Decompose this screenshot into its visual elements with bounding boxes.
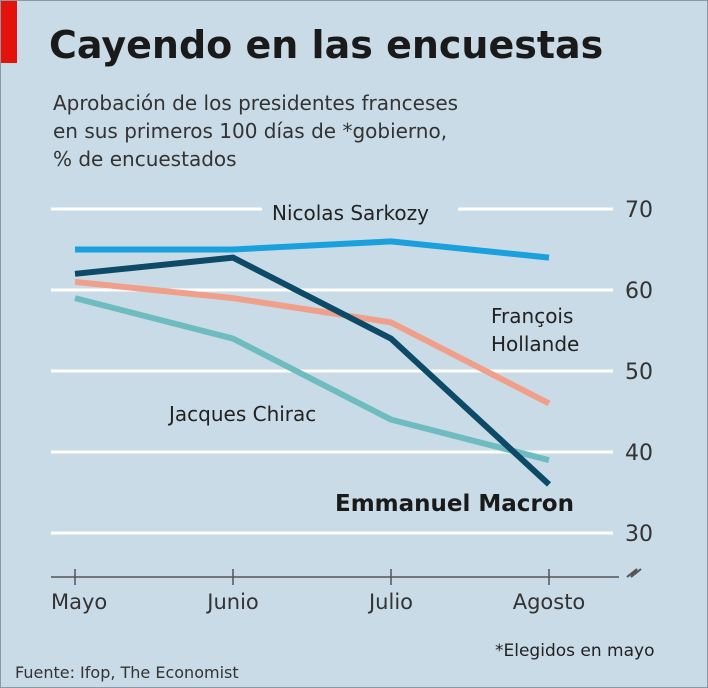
series-line-jacques-chirac xyxy=(74,295,550,464)
y-tick-label: 60 xyxy=(625,279,653,304)
series-label: Emmanuel Macron xyxy=(335,491,574,517)
subtitle-line: Aprobación de los presidentes franceses xyxy=(53,91,459,115)
brand-red-tag xyxy=(1,1,17,63)
footnote: *Elegidos en mayo xyxy=(495,641,655,661)
subtitle-line: en sus primeros 100 días de *gobierno, xyxy=(53,119,448,143)
y-tick-label: 30 xyxy=(625,522,653,547)
x-tick-label: Julio xyxy=(367,590,413,614)
series-label: Hollande xyxy=(491,332,579,356)
series-label-background xyxy=(262,198,458,228)
series-label: François xyxy=(491,304,573,328)
y-tick-label: 70 xyxy=(625,198,653,223)
chart-subtitle: Aprobación de los presidentes franceses … xyxy=(53,89,573,173)
series-line-francois-hollande xyxy=(74,278,551,407)
chart-title: Cayendo en las encuestas xyxy=(49,23,604,67)
x-axis: Mayo Junio Julio Agosto xyxy=(51,568,642,614)
x-tick-label: Agosto xyxy=(513,590,586,614)
y-tick-label: 50 xyxy=(625,360,653,385)
subtitle-line: % de encuestados xyxy=(53,147,237,171)
series-line-nicolas-sarkozy xyxy=(75,238,550,261)
x-tick-label: Junio xyxy=(205,590,259,614)
y-tick-label: 40 xyxy=(625,441,653,466)
series-layer xyxy=(74,238,552,487)
source-note: Fuente: Ifop, The Economist xyxy=(15,663,239,682)
series-label: Jacques Chirac xyxy=(167,402,316,426)
x-tick-label: Mayo xyxy=(51,590,107,614)
axis-break-mark xyxy=(626,568,642,578)
series-line-emmanuel-macron xyxy=(74,254,552,487)
series-label: Nicolas Sarkozy xyxy=(272,201,429,225)
label-layer: Nicolas Sarkozy Emmanuel Macron François Ho… xyxy=(167,198,579,517)
